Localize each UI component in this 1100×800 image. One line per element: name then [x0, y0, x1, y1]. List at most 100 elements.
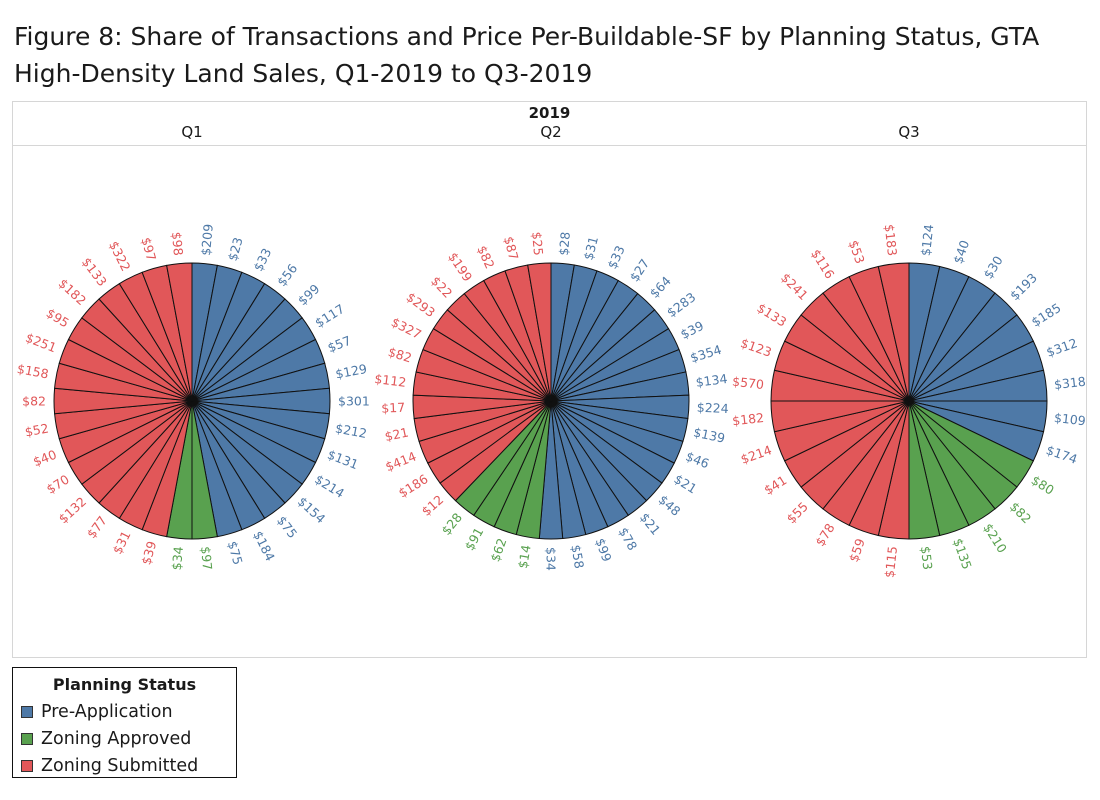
slice-label: $82 — [474, 243, 497, 271]
slice-label: $414 — [383, 448, 418, 474]
slice-label: $209 — [198, 223, 216, 256]
slice-label: $25 — [529, 231, 546, 256]
slice-label: $31 — [110, 528, 134, 556]
slice-label: $132 — [56, 494, 90, 527]
legend-item-pre-application[interactable]: Pre-Application — [13, 698, 236, 725]
header-divider — [13, 145, 1086, 146]
slice-label: $21 — [383, 424, 409, 444]
slice-label: $224 — [697, 400, 729, 416]
slice-label: $34 — [544, 547, 559, 571]
slice-label: $134 — [695, 371, 729, 390]
slice-label: $212 — [334, 420, 368, 441]
slice-label: $21 — [671, 471, 699, 496]
slice-label: $214 — [739, 442, 774, 467]
figure-title: Figure 8: Share of Transactions and Pric… — [14, 22, 1040, 88]
slice-label: $283 — [664, 289, 698, 320]
slice-label: $21 — [637, 510, 664, 538]
legend: Planning Status Pre-Application Zoning A… — [12, 667, 237, 778]
slice-label: $251 — [23, 330, 58, 355]
slice-label: $124 — [918, 223, 936, 256]
slice-label: $91 — [462, 525, 487, 553]
pie-slice[interactable] — [877, 262, 910, 402]
slice-label: $40 — [31, 447, 59, 470]
slice-label: $135 — [950, 536, 975, 571]
slice-label: $109 — [1053, 410, 1086, 428]
slice-label: $139 — [692, 424, 726, 445]
slice-label: $570 — [731, 374, 764, 392]
quarter-header-q1: Q1 — [181, 123, 203, 141]
slice-label: $46 — [684, 448, 712, 471]
quarter-header-q3: Q3 — [898, 123, 920, 141]
slice-label: $133 — [754, 300, 789, 330]
slice-label: $28 — [438, 510, 465, 538]
slice-label: $97 — [198, 546, 215, 571]
slice-label: $33 — [250, 246, 274, 274]
chart-panel: 2019 Q1 Q2 Q3 $209 $23 $33 $56 $99 $117 $57 $12… — [12, 101, 1087, 658]
slice-label: $98 — [169, 231, 186, 256]
slice-label: $182 — [731, 410, 764, 428]
pie-charts-canvas: $209 $23 $33$56$99$117$57$129$301$212$131$… — [16, 223, 1086, 578]
slice-label: $87 — [501, 235, 522, 262]
legend-swatch-zoning-submitted — [21, 759, 33, 772]
slice-label: $131 — [325, 447, 360, 472]
slice-label: $199 — [445, 249, 475, 284]
slice-label: $64 — [647, 273, 674, 301]
slice-label: $62 — [487, 536, 509, 563]
slice-label: $70 — [44, 471, 72, 496]
slice-label: $97 — [138, 236, 159, 263]
slice-label: $12 — [419, 492, 447, 519]
legend-item-zoning-approved[interactable]: Zoning Approved — [13, 725, 236, 752]
slice-label: $327 — [389, 314, 424, 342]
slice-label: $28 — [556, 231, 573, 256]
slice-label: $293 — [404, 289, 438, 320]
slice-label: $23 — [225, 236, 246, 263]
slice-label: $41 — [761, 472, 789, 497]
pie-slice[interactable] — [527, 262, 552, 402]
slice-label: $39 — [138, 539, 159, 566]
slice-label: $40 — [950, 238, 972, 266]
legend-label: Zoning Submitted — [41, 755, 199, 776]
slice-label: $33 — [604, 243, 627, 271]
slice-label: $78 — [812, 521, 837, 549]
pie-q2: $28 $31 $33$27$64$283$39$354 $134 $224 $139 $4… — [374, 231, 729, 571]
pie-q1: $209 $23 $33$56$99$117$57$129$301$212$131$… — [16, 223, 370, 571]
legend-label: Pre-Application — [41, 701, 173, 722]
slice-label: $322 — [106, 238, 134, 273]
slice-label: $318 — [1053, 374, 1086, 392]
slice-label: $27 — [627, 256, 653, 284]
slice-label: $312 — [1044, 335, 1079, 360]
slice-label: $183 — [882, 223, 900, 256]
slice-label: $214 — [312, 471, 347, 501]
slice-label: $210 — [980, 521, 1010, 556]
slice-label: $354 — [688, 342, 723, 366]
slice-label: $99 — [593, 536, 615, 564]
pie-slice[interactable] — [166, 262, 193, 402]
pie-q3: $124 $40 $30$193$185 $312 $318 $109 $174 $80$82… — [731, 223, 1086, 578]
legend-swatch-zoning-approved — [21, 732, 33, 745]
slice-label: $80 — [1029, 472, 1057, 497]
slice-label: $56 — [274, 261, 300, 289]
slice-label: $82 — [386, 344, 413, 365]
slice-label: $55 — [784, 499, 811, 526]
legend-item-zoning-submitted[interactable]: Zoning Submitted — [13, 752, 236, 779]
slice-label: $78 — [616, 525, 641, 553]
slice-label: $133 — [79, 255, 110, 289]
slice-label: $58 — [568, 544, 587, 570]
slice-label: $82 — [22, 394, 46, 409]
slice-label: $112 — [374, 371, 407, 390]
slice-label: $241 — [778, 270, 811, 303]
legend-swatch-pre-application — [21, 705, 33, 718]
slice-label: $154 — [295, 494, 329, 527]
slice-label: $77 — [84, 513, 110, 541]
slice-label: $14 — [515, 544, 534, 570]
slice-label: $186 — [396, 471, 431, 500]
slice-label: $39 — [678, 318, 706, 342]
slice-label: $123 — [739, 335, 774, 360]
slice-label: $193 — [1007, 270, 1040, 303]
slice-label: $115 — [882, 545, 900, 578]
slice-label: $182 — [56, 276, 90, 309]
slice-label: $57 — [325, 333, 353, 356]
slice-label: $22 — [428, 273, 455, 301]
slice-label: $75 — [225, 539, 246, 566]
slice-label: $53 — [918, 545, 936, 570]
